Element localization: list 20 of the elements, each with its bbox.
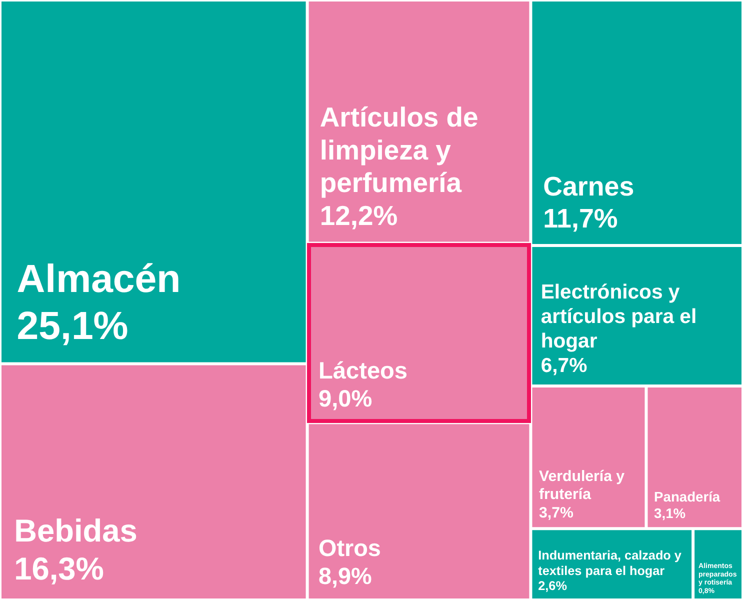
data-label: 3,7% — [539, 504, 574, 522]
data-label: 12,2% — [320, 200, 398, 232]
category-label: Almacén — [16, 256, 181, 301]
category-label: Verdulería y frutería — [539, 468, 626, 504]
category-label: Bebidas — [14, 512, 138, 549]
data-label: 2,6% — [538, 579, 567, 594]
category-label: Indumentaria, calzado y textiles para el hogar — [538, 548, 682, 578]
category-label: Otros — [318, 535, 381, 562]
data-label: 6,7% — [540, 354, 588, 377]
data-label: 25,1% — [16, 304, 128, 348]
data-label: 11,7% — [543, 204, 618, 234]
data-label: 3,1% — [654, 505, 686, 522]
data-label: 9,0% — [318, 386, 372, 412]
category-label: Lácteos — [318, 357, 408, 384]
data-label: 16,3% — [14, 550, 104, 587]
category-label: Carnes — [543, 171, 634, 202]
category-label: Panadería — [654, 488, 720, 504]
category-label: Electrónicos y artículos para el hogar — [540, 282, 697, 352]
category-label: Artículos de limpieza y perfumería — [320, 101, 478, 198]
data-label: 8,9% — [318, 563, 372, 590]
